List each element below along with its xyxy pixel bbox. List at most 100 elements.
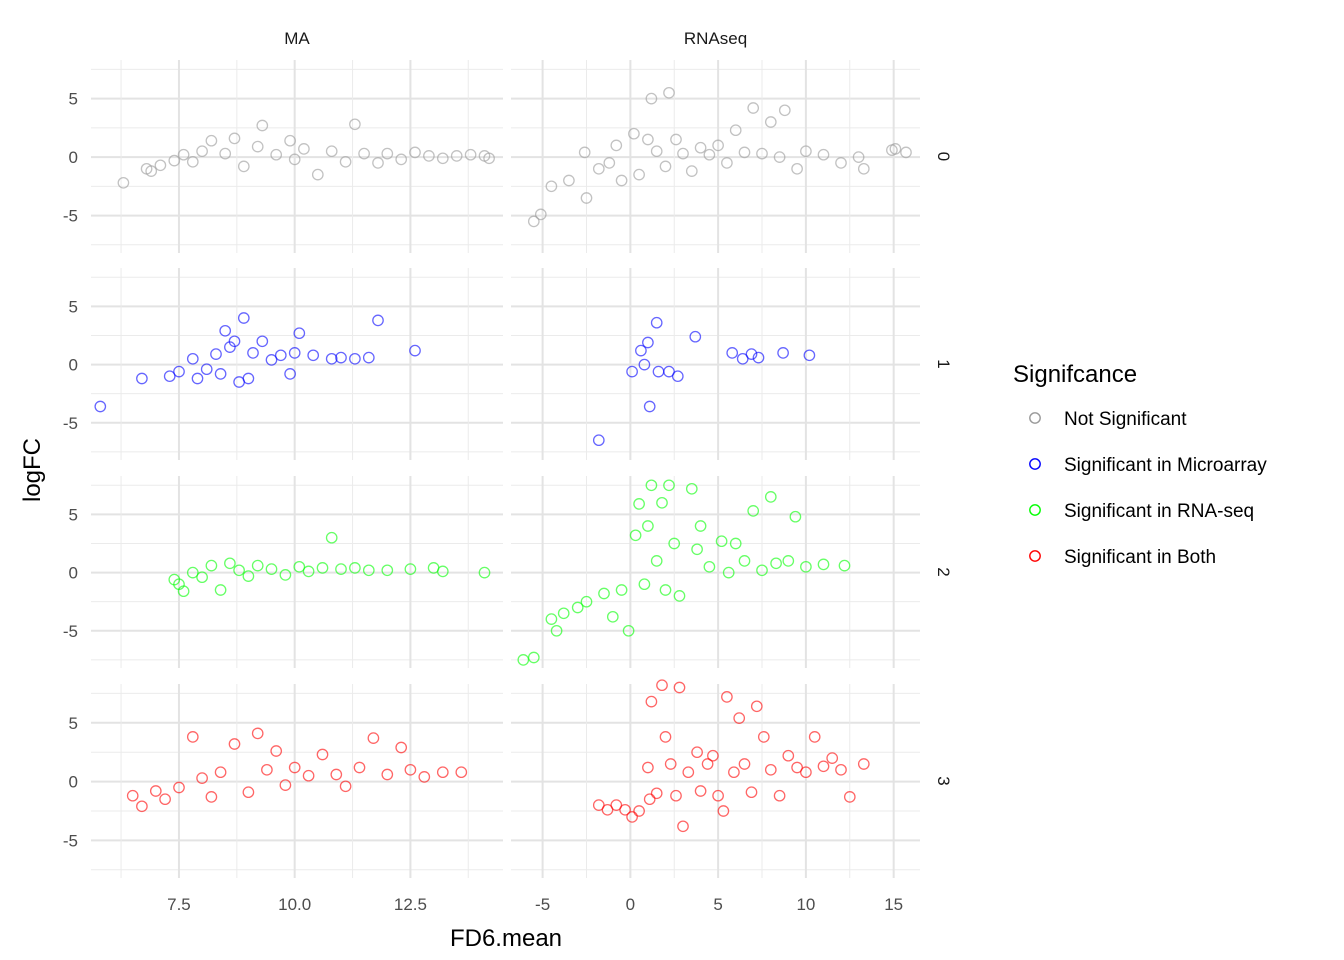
y-tick-label: 0 [69, 148, 78, 167]
data-point [219, 147, 232, 160]
data-point [395, 741, 408, 754]
panel-points-MA-1 [94, 312, 421, 413]
data-point [626, 365, 638, 378]
data-point [358, 147, 370, 160]
data-point [703, 560, 716, 573]
x-tick-label: 7.5 [167, 895, 191, 914]
data-point [191, 372, 204, 385]
data-point [643, 400, 656, 413]
data-point [372, 314, 384, 327]
data-point [668, 537, 681, 550]
data-point [136, 800, 148, 813]
data-point [335, 351, 347, 364]
data-point [464, 148, 477, 161]
data-point [163, 370, 176, 383]
data-point [592, 799, 605, 811]
data-point [214, 584, 227, 596]
data-point [302, 769, 315, 782]
data-point [635, 344, 647, 357]
data-point [677, 820, 689, 833]
data-point [117, 176, 130, 189]
data-point [145, 165, 158, 177]
y-tick-label: -5 [63, 207, 78, 226]
data-point [756, 564, 768, 577]
data-point [777, 347, 789, 359]
data-point [764, 116, 777, 128]
panel-grid [511, 268, 920, 460]
x-tick-label: -5 [535, 895, 550, 914]
panel-points-RNAseq-2 [517, 479, 851, 666]
x-tick-label: 5 [713, 895, 722, 914]
x-tick-label: 12.5 [394, 895, 427, 914]
data-point [274, 349, 287, 362]
data-point [615, 584, 628, 596]
legend-label: Significant in Both [1064, 547, 1216, 568]
legend-item: Significant in Both [1029, 547, 1216, 568]
data-point [228, 335, 241, 348]
data-point [126, 789, 139, 802]
data-point [270, 148, 283, 161]
data-point [288, 761, 301, 774]
data-point [279, 779, 292, 791]
data-point [159, 793, 171, 806]
data-point [606, 610, 619, 623]
legend-key [1029, 504, 1041, 516]
data-point [186, 731, 199, 743]
data-point [629, 529, 642, 542]
data-point [782, 555, 795, 567]
y-tick-label: 5 [69, 505, 78, 524]
data-point [900, 146, 912, 159]
panel-grid [91, 60, 503, 253]
data-point [288, 153, 301, 166]
data-point [205, 134, 218, 147]
data-point [284, 368, 296, 380]
data-point [694, 785, 707, 797]
data-point [330, 768, 343, 781]
data-point [237, 160, 250, 173]
data-point [168, 154, 181, 167]
data-point [645, 695, 658, 708]
data-point [756, 147, 768, 160]
data-point [782, 749, 795, 762]
data-point [423, 150, 435, 162]
data-point [650, 787, 663, 800]
legend-item: Significant in Microarray [1029, 455, 1267, 476]
data-point [177, 585, 190, 598]
data-point [752, 351, 765, 364]
legend-item: Not Significant [1029, 409, 1187, 430]
data-point [557, 607, 570, 620]
data-point [652, 365, 665, 378]
data-point [835, 157, 847, 169]
data-point [685, 165, 698, 177]
data-point [205, 559, 218, 572]
data-point [483, 152, 495, 165]
y-tick-label: 0 [69, 564, 78, 583]
data-point [571, 601, 584, 614]
legend: Signifcance Not Significant Significant i… [1013, 361, 1267, 568]
data-point [791, 761, 803, 774]
data-point [601, 803, 614, 816]
data-point [689, 330, 702, 343]
data-point [721, 157, 733, 169]
data-point [214, 368, 227, 380]
data-point [615, 174, 628, 187]
axes-layer: -5 0 5 -5 0 5 -5 0 5 -5 0 5 7.5 10.0 12.5 -5 0 5 10 15 [63, 90, 903, 914]
data-point [298, 143, 310, 155]
data-point [643, 793, 656, 806]
data-point [409, 146, 421, 159]
data-point [703, 148, 716, 161]
data-point [478, 566, 491, 579]
panel-points-MA-0 [117, 118, 495, 189]
legend-key [1029, 412, 1041, 424]
data-point [670, 133, 682, 146]
data-point [256, 335, 269, 348]
data-point [622, 624, 635, 637]
data-point [381, 147, 394, 160]
data-point [270, 745, 283, 757]
data-point [592, 434, 605, 447]
data-point [638, 578, 651, 591]
data-point [279, 569, 292, 581]
data-point [311, 168, 324, 181]
data-point [645, 92, 658, 105]
data-point [722, 566, 735, 579]
